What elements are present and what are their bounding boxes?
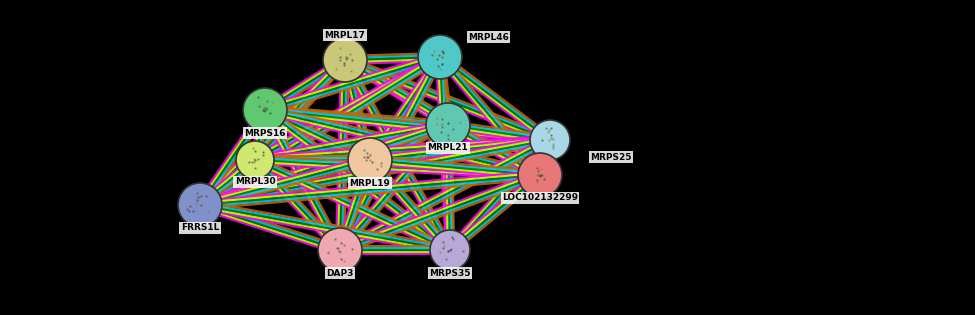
Text: DAP3: DAP3	[327, 268, 354, 278]
Text: MRPS25: MRPS25	[590, 152, 632, 162]
Text: MRPL21: MRPL21	[428, 144, 468, 152]
Circle shape	[518, 153, 562, 197]
Circle shape	[243, 88, 287, 132]
Circle shape	[430, 230, 470, 270]
Text: MRPL30: MRPL30	[235, 177, 275, 186]
Circle shape	[426, 103, 470, 147]
Circle shape	[323, 38, 367, 82]
Circle shape	[418, 35, 462, 79]
Circle shape	[178, 183, 222, 227]
Text: MRPL17: MRPL17	[325, 31, 366, 39]
Circle shape	[236, 141, 274, 179]
Text: MRPL19: MRPL19	[350, 179, 390, 187]
Text: LOC102132299: LOC102132299	[502, 193, 578, 203]
Text: FRRS1L: FRRS1L	[180, 224, 219, 232]
Text: MRPS35: MRPS35	[429, 268, 471, 278]
Text: MRPL46: MRPL46	[468, 32, 509, 42]
Circle shape	[318, 228, 362, 272]
Circle shape	[348, 138, 392, 182]
Circle shape	[530, 120, 570, 160]
Text: MRPS16: MRPS16	[245, 129, 286, 138]
